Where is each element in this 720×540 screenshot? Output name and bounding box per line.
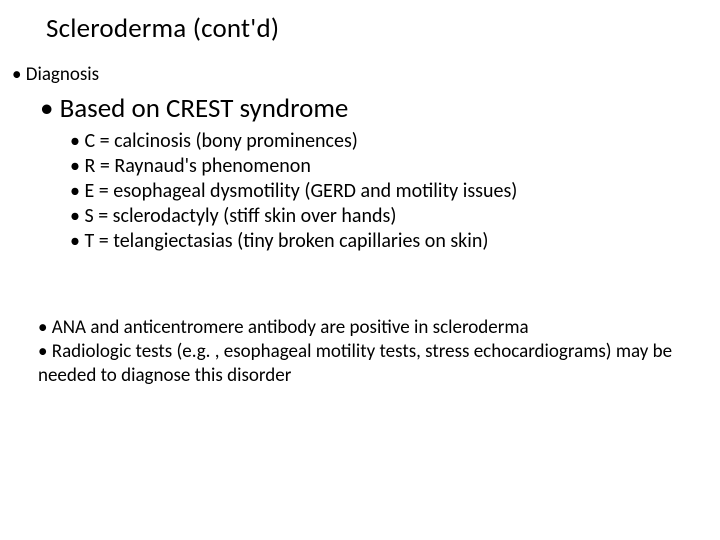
slide-container: Scleroderma (cont'd) Diagnosis Based on … bbox=[0, 0, 720, 540]
bullet-crest-c: C = calcinosis (bony prominences) bbox=[0, 129, 720, 154]
bullet-diagnosis: Diagnosis bbox=[0, 63, 720, 86]
bullet-note-radiologic: Radiologic tests (e.g. , esophageal moti… bbox=[0, 340, 720, 388]
bullet-crest-r: R = Raynaud's phenomenon bbox=[0, 154, 720, 179]
bullet-crest-t: T = telangiectasias (tiny broken capilla… bbox=[0, 229, 720, 254]
bullet-crest-e: E = esophageal dysmotility (GERD and mot… bbox=[0, 179, 720, 204]
bullet-note-ana: ANA and anticentromere antibody are posi… bbox=[0, 316, 720, 340]
spacer bbox=[0, 254, 720, 316]
bullet-crest-s: S = sclerodactyly (stiff skin over hands… bbox=[0, 204, 720, 229]
bullet-crest-heading: Based on CREST syndrome bbox=[0, 92, 720, 125]
slide-title: Scleroderma (cont'd) bbox=[0, 12, 720, 45]
